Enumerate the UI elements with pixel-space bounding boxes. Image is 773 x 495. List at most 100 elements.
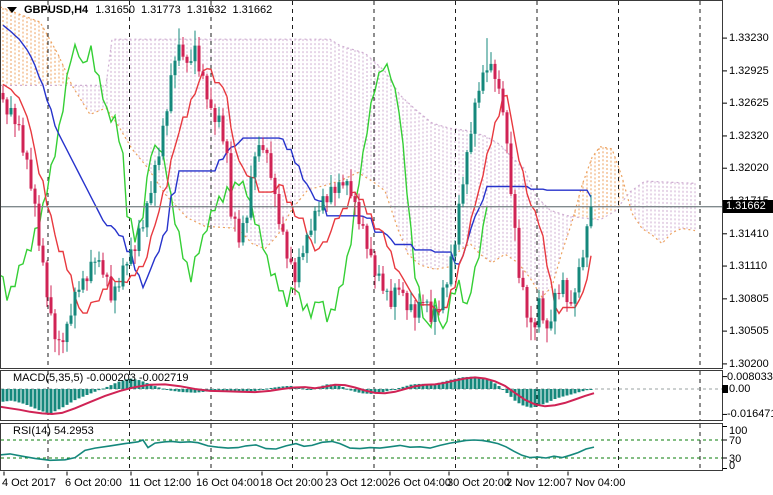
- candle-body: [229, 153, 233, 217]
- price-axis-label: 1.30505: [729, 325, 769, 338]
- rsi-indicator-label: RSI(14) 54.2953: [13, 425, 94, 437]
- senkou-span-b-line: [1, 38, 696, 221]
- candle-body: [61, 340, 65, 343]
- candle-body: [181, 44, 185, 57]
- candle-body: [237, 218, 241, 243]
- macd-histogram-bar: [45, 389, 49, 413]
- macd-histogram-bar: [69, 389, 73, 403]
- macd-histogram-bar: [137, 380, 141, 389]
- candle-body: [417, 302, 421, 318]
- macd-histogram-bar: [257, 389, 261, 391]
- macd-histogram-bar: [229, 389, 233, 392]
- macd-histogram-bar: [469, 376, 473, 389]
- candle-body: [493, 63, 497, 79]
- candle-body: [585, 226, 589, 258]
- candle-body: [521, 277, 525, 288]
- candle-body: [469, 133, 473, 153]
- candle-body: [473, 102, 477, 134]
- macd-histogram-bar: [105, 386, 109, 389]
- candle-body: [449, 256, 453, 285]
- macd-histogram-bar: [129, 378, 133, 389]
- candle-body: [261, 145, 265, 150]
- macd-histogram-bar: [493, 383, 497, 389]
- symbol-dropdown-icon[interactable]: [7, 7, 17, 13]
- macd-histogram-bar: [181, 389, 185, 393]
- candle-body: [241, 223, 245, 243]
- macd-histogram-bar: [33, 389, 37, 409]
- candle-body: [373, 255, 377, 276]
- candle-body: [357, 202, 361, 225]
- candle-body: [505, 112, 509, 144]
- macd-histogram-bar: [353, 389, 357, 392]
- candle-body: [361, 224, 365, 226]
- macd-histogram-bar: [5, 389, 9, 402]
- macd-histogram-bar: [9, 389, 13, 401]
- ohlc-values: 1.31650 1.31773 1.31632 1.31662: [95, 4, 272, 16]
- candle-body: [245, 217, 249, 224]
- symbol-period-label: GBPUSD,H4: [24, 4, 89, 16]
- candle-body: [101, 260, 105, 275]
- price-axis-label: 1.30805: [729, 292, 769, 305]
- candle-body: [121, 265, 125, 287]
- candle-body: [569, 302, 573, 304]
- candle-body: [285, 231, 289, 259]
- macd-histogram-bar: [445, 380, 449, 389]
- candle-body: [289, 258, 293, 263]
- macd-histogram-bar: [77, 389, 81, 399]
- candle-body: [385, 290, 389, 292]
- candle-body: [457, 203, 461, 245]
- candle-body: [413, 304, 417, 318]
- macd-name: MACD(5,35,5): [13, 372, 84, 384]
- macd-histogram-bar: [429, 384, 433, 389]
- candle-body: [53, 313, 57, 340]
- macd-histogram-bar: [497, 386, 501, 389]
- macd-histogram-bar: [401, 386, 405, 389]
- candle-body: [9, 107, 13, 115]
- rsi-scale-label: 0: [729, 459, 736, 472]
- kijun-sen-line: [2, 24, 592, 290]
- candle-body: [545, 320, 549, 329]
- candle-body: [161, 125, 165, 157]
- rsi-line: [1, 439, 595, 462]
- close-value: 1.31662: [232, 4, 273, 16]
- macd-histogram-bar: [381, 389, 385, 393]
- macd-histogram-bar: [341, 386, 345, 389]
- macd-histogram-bar: [405, 385, 409, 389]
- candle-body: [145, 203, 149, 228]
- rsi-scale-label: 100: [729, 424, 748, 437]
- macd-histogram-bar: [461, 377, 465, 389]
- candle-body: [205, 75, 209, 100]
- candle-body: [209, 99, 213, 108]
- candle-body: [185, 56, 189, 63]
- current-price-badge: 1.31662: [723, 200, 773, 213]
- candle-body: [329, 186, 333, 203]
- candle-body: [577, 267, 581, 293]
- candle-body: [133, 249, 137, 252]
- candle-body: [117, 286, 121, 288]
- candle-body: [105, 274, 109, 277]
- ichimoku-cloud: [2, 8, 696, 297]
- main-panel-border[interactable]: [0, 0, 723, 369]
- macd-scale-min: -0.016471: [727, 408, 773, 420]
- macd-histogram-bar: [377, 389, 381, 393]
- macd-histogram-bar: [113, 383, 117, 389]
- macd-histogram-bar: [177, 389, 181, 392]
- macd-panel-border: [0, 370, 723, 421]
- candle-body: [109, 276, 113, 301]
- candle-body: [325, 196, 329, 203]
- candle-body: [337, 182, 341, 193]
- candle-body: [281, 224, 285, 232]
- period-separators: [47, 1, 701, 470]
- macd-value-signal: -0.002719: [138, 372, 189, 384]
- candle-body: [297, 256, 301, 283]
- macd-histogram-bar: [509, 389, 513, 397]
- candle-body: [401, 289, 405, 293]
- candle-body: [437, 309, 441, 311]
- candle-body: [221, 115, 225, 142]
- candle-body: [153, 164, 157, 193]
- macd-histogram-bar: [337, 385, 341, 389]
- candle-body: [309, 230, 313, 235]
- time-axis-label: 2 Nov 12:00: [506, 477, 566, 489]
- candle-body: [425, 301, 429, 303]
